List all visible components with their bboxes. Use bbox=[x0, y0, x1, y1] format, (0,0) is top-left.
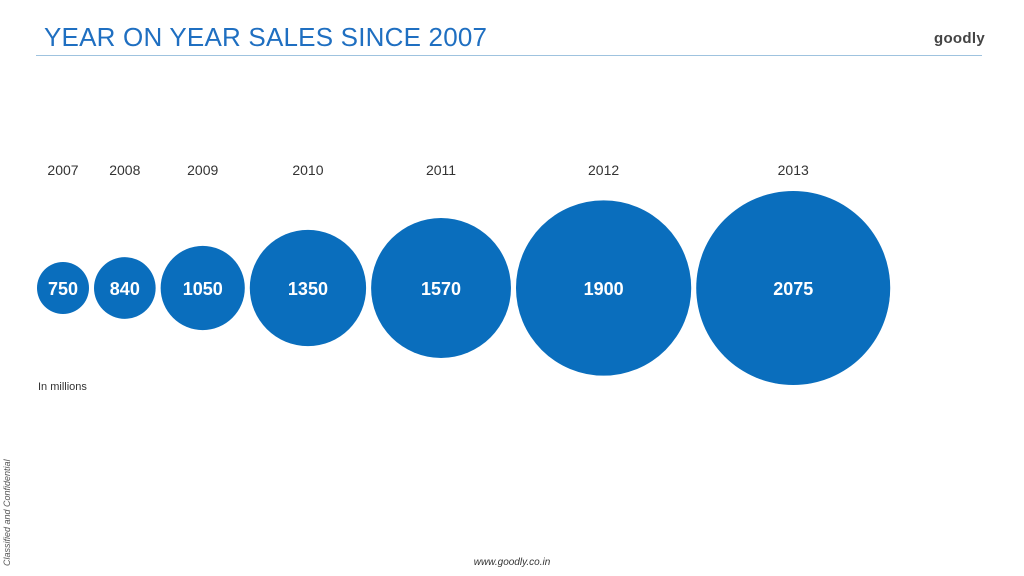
bubble-value-label: 2075 bbox=[773, 279, 813, 299]
year-label: 2008 bbox=[109, 162, 140, 178]
slide-title: YEAR ON YEAR SALES SINCE 2007 bbox=[44, 22, 488, 52]
bubble-2008 bbox=[94, 257, 156, 319]
year-label: 2010 bbox=[292, 162, 323, 178]
bubble-2012 bbox=[515, 200, 692, 376]
bubble-value-label: 1350 bbox=[288, 279, 328, 299]
year-label: 2012 bbox=[588, 162, 619, 178]
year-label: 2009 bbox=[187, 162, 218, 178]
confidential-note: Classified and Confidential bbox=[2, 459, 12, 566]
bubble-2007 bbox=[37, 262, 89, 314]
goodly-logo: goodly bbox=[934, 30, 985, 47]
footer-url: www.goodly.co.in bbox=[473, 557, 551, 568]
bubble-value-label: 1570 bbox=[421, 279, 461, 299]
bubble-2010 bbox=[249, 229, 367, 347]
bubble-2013 bbox=[696, 191, 891, 385]
bubble-value-label: 1050 bbox=[183, 279, 223, 299]
title-divider bbox=[36, 55, 982, 56]
unit-note: In millions bbox=[38, 381, 87, 393]
bubble-value-label: 1900 bbox=[584, 279, 624, 299]
year-label: 2011 bbox=[426, 162, 456, 178]
year-label: 2007 bbox=[47, 162, 78, 178]
bubble-2011 bbox=[371, 218, 511, 358]
year-label: 2013 bbox=[778, 162, 809, 178]
bubble-value-label: 750 bbox=[48, 279, 78, 299]
bubble-2009 bbox=[160, 245, 245, 331]
bubble-value-label: 840 bbox=[110, 279, 140, 299]
